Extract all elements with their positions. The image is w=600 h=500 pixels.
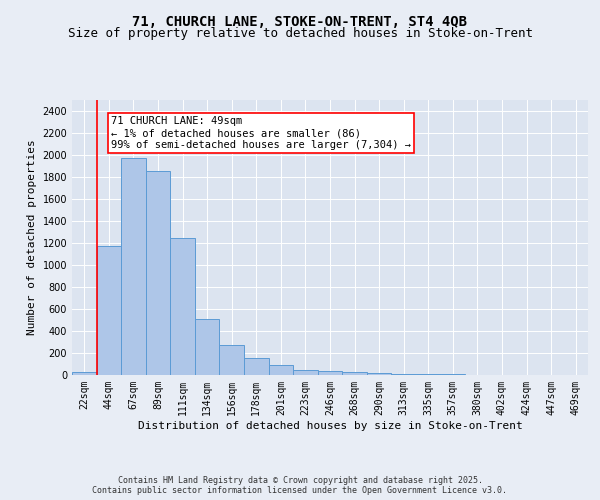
Bar — [72, 372, 97, 375]
Bar — [342, 372, 367, 375]
Bar — [293, 370, 318, 375]
Bar — [97, 246, 121, 375]
Bar — [318, 371, 342, 375]
Bar — [121, 158, 146, 375]
Bar — [269, 365, 293, 375]
Bar — [367, 373, 391, 375]
Bar — [146, 171, 170, 375]
Y-axis label: Number of detached properties: Number of detached properties — [27, 140, 37, 336]
Text: 71, CHURCH LANE, STOKE-ON-TRENT, ST4 4QB: 71, CHURCH LANE, STOKE-ON-TRENT, ST4 4QB — [133, 15, 467, 29]
Text: 71 CHURCH LANE: 49sqm
← 1% of detached houses are smaller (86)
99% of semi-detac: 71 CHURCH LANE: 49sqm ← 1% of detached h… — [112, 116, 412, 150]
Bar — [220, 346, 244, 375]
Bar — [391, 374, 416, 375]
Bar — [440, 374, 465, 375]
Bar — [170, 238, 195, 375]
Bar — [244, 358, 269, 375]
Bar — [416, 374, 440, 375]
X-axis label: Distribution of detached houses by size in Stoke-on-Trent: Distribution of detached houses by size … — [137, 420, 523, 430]
Text: Contains HM Land Registry data © Crown copyright and database right 2025.
Contai: Contains HM Land Registry data © Crown c… — [92, 476, 508, 495]
Text: Size of property relative to detached houses in Stoke-on-Trent: Size of property relative to detached ho… — [67, 28, 533, 40]
Bar — [195, 319, 220, 375]
